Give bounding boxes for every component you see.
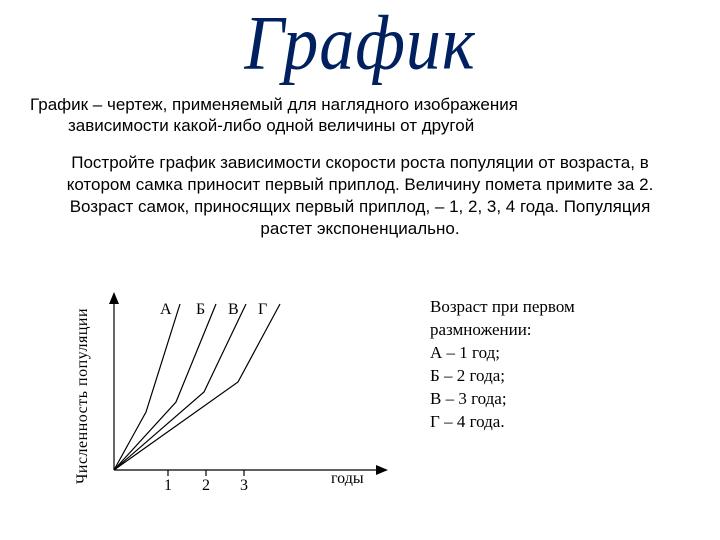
legend-item: А – 1 год; <box>430 342 575 365</box>
svg-text:В: В <box>228 301 239 318</box>
slide: График График – чертеж, применяемый для … <box>0 0 720 540</box>
svg-text:Б: Б <box>196 301 205 318</box>
page-title: График <box>0 6 720 83</box>
legend-item: Г – 4 года. <box>430 411 575 434</box>
y-axis-label: Численность популяции <box>74 308 92 484</box>
legend-item: Б – 2 года; <box>430 365 575 388</box>
task-line3: Возраст самок, приносящих первый приплод… <box>70 197 651 216</box>
legend-item: В – 3 года; <box>430 388 575 411</box>
definition-line2: зависимости какой-либо одной величины от… <box>30 115 690 136</box>
svg-text:1: 1 <box>164 477 172 494</box>
svg-text:3: 3 <box>240 477 248 494</box>
chart: Численность популяции годы 123АБВГ <box>86 288 406 508</box>
legend-title-2: размножении: <box>430 319 575 342</box>
legend: Возраст при первом размножении: А – 1 го… <box>430 296 575 434</box>
task-line2: котором самка приносит первый приплод. В… <box>67 175 654 194</box>
definition-line1: График – чертеж, применяемый для наглядн… <box>30 95 518 114</box>
task-line1: Постройте график зависимости скорости ро… <box>71 153 649 172</box>
legend-title-1: Возраст при первом <box>430 296 575 319</box>
task-line4: растет экспоненциально. <box>260 219 459 238</box>
svg-text:А: А <box>160 301 172 318</box>
svg-text:2: 2 <box>202 477 210 494</box>
svg-text:Г: Г <box>258 301 267 318</box>
x-axis-label: годы <box>331 470 364 488</box>
definition-text: График – чертеж, применяемый для наглядн… <box>30 94 690 137</box>
task-text: Постройте график зависимости скорости ро… <box>30 152 690 240</box>
